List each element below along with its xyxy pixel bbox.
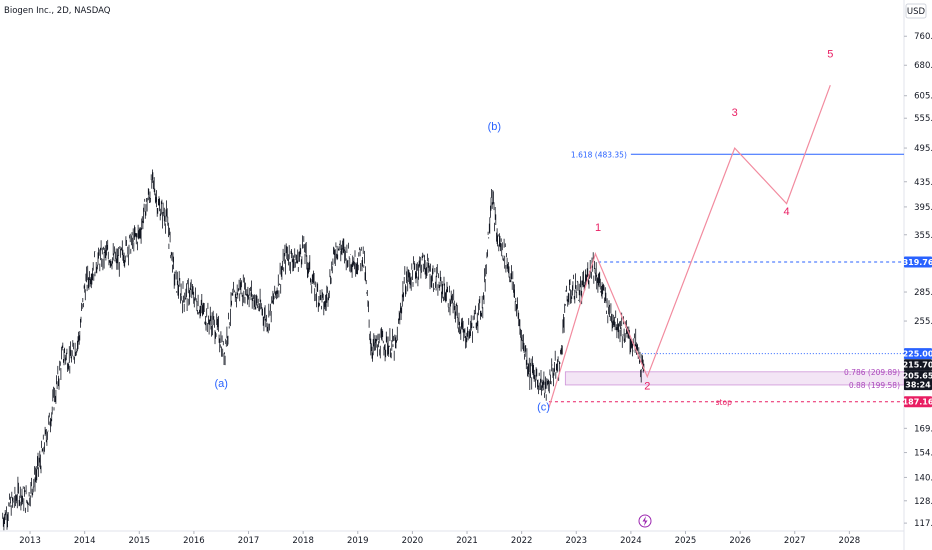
- x-tick-label: 2020: [402, 536, 424, 546]
- y-tick-label: 495.00: [914, 144, 932, 154]
- fib-band-label: 0.88 (199.58): [849, 381, 900, 390]
- x-tick-label: 2025: [675, 536, 697, 546]
- y-tick-label: 140.00: [914, 473, 932, 483]
- x-tick-label: 2014: [74, 536, 96, 546]
- wave-label-1: 1: [595, 222, 601, 234]
- y-tick-label: 605.00: [914, 92, 932, 102]
- fib-1618-label: 1.618 (483.35): [571, 150, 627, 159]
- price-tag-label: 187.16: [903, 398, 932, 407]
- wave-label-2: 2: [644, 381, 650, 393]
- y-tick-label: 760.00: [914, 32, 932, 42]
- y-tick-label: 154.00: [914, 449, 932, 459]
- y-tick-label: 128.00: [914, 497, 932, 507]
- y-tick-label: 395.00: [914, 203, 932, 213]
- price-tag: [904, 348, 932, 360]
- lightning-icon[interactable]: [638, 514, 652, 528]
- wave-label-4: 4: [783, 206, 789, 218]
- price-tag-label: 319.76: [903, 258, 932, 267]
- y-tick-label: 680.00: [914, 61, 932, 71]
- x-tick-label: 2027: [784, 536, 806, 546]
- x-tick-label: 2024: [620, 536, 642, 546]
- fib-band-label: 0.786 (209.89): [844, 368, 900, 377]
- price-tag-label: 225.00: [903, 350, 932, 359]
- wave-label-3: 3: [732, 107, 738, 119]
- x-tick-label: 2021: [456, 536, 478, 546]
- x-tick-label: 2022: [511, 536, 533, 546]
- time-axis: 2013 2014 2015 2016 2017 2018 2019 2020 2021 2022…: [19, 531, 860, 546]
- wave-label-a: (a): [214, 378, 227, 390]
- currency-label: USD: [907, 7, 926, 17]
- y-tick-label: 169.00: [914, 424, 932, 434]
- currency-badge[interactable]: [905, 3, 927, 19]
- plot-area[interactable]: 1.618 (483.35) 0.786 (209.89) 0.88 (199.58…: [2, 49, 905, 531]
- x-tick-label: 2026: [729, 536, 751, 546]
- x-tick-label: 2016: [183, 536, 205, 546]
- price-tag-label: 215.70: [903, 361, 932, 370]
- x-tick-label: 2013: [19, 536, 41, 546]
- y-tick-label: 117.50: [914, 519, 932, 529]
- price-tag: [904, 256, 932, 268]
- x-tick-label: 2015: [128, 536, 150, 546]
- price-tag: [904, 396, 932, 408]
- x-tick-label: 2018: [292, 536, 314, 546]
- price-tag-label: 205.65: [903, 372, 932, 381]
- y-tick-label: 555.00: [914, 114, 932, 124]
- y-tick-label: 255.00: [914, 317, 932, 327]
- x-tick-label: 2017: [238, 536, 260, 546]
- projection-path: [548, 84, 831, 408]
- y-tick-label: 355.00: [914, 231, 932, 241]
- wave-label-b: (b): [488, 121, 501, 133]
- x-tick-label: 2028: [839, 536, 861, 546]
- price-tag: [904, 370, 932, 391]
- y-tick-label: 285.00: [914, 288, 932, 298]
- stop-label: stop: [716, 398, 732, 407]
- x-tick-label: 2023: [565, 536, 587, 546]
- price-tag: [904, 359, 932, 371]
- price-axis: 117.50 128.00 140.00 154.00 169.00 255.00 285.…: [903, 32, 932, 529]
- countdown-label: 38:24: [905, 381, 931, 390]
- wave-label-5: 5: [827, 49, 833, 61]
- chart-title: Biogen Inc., 2D, NASDAQ: [4, 6, 111, 16]
- y-tick-label: 435.00: [914, 178, 932, 188]
- x-tick-label: 2019: [347, 536, 369, 546]
- price-bars: [2, 169, 645, 531]
- wave-label-c: (c): [537, 401, 550, 413]
